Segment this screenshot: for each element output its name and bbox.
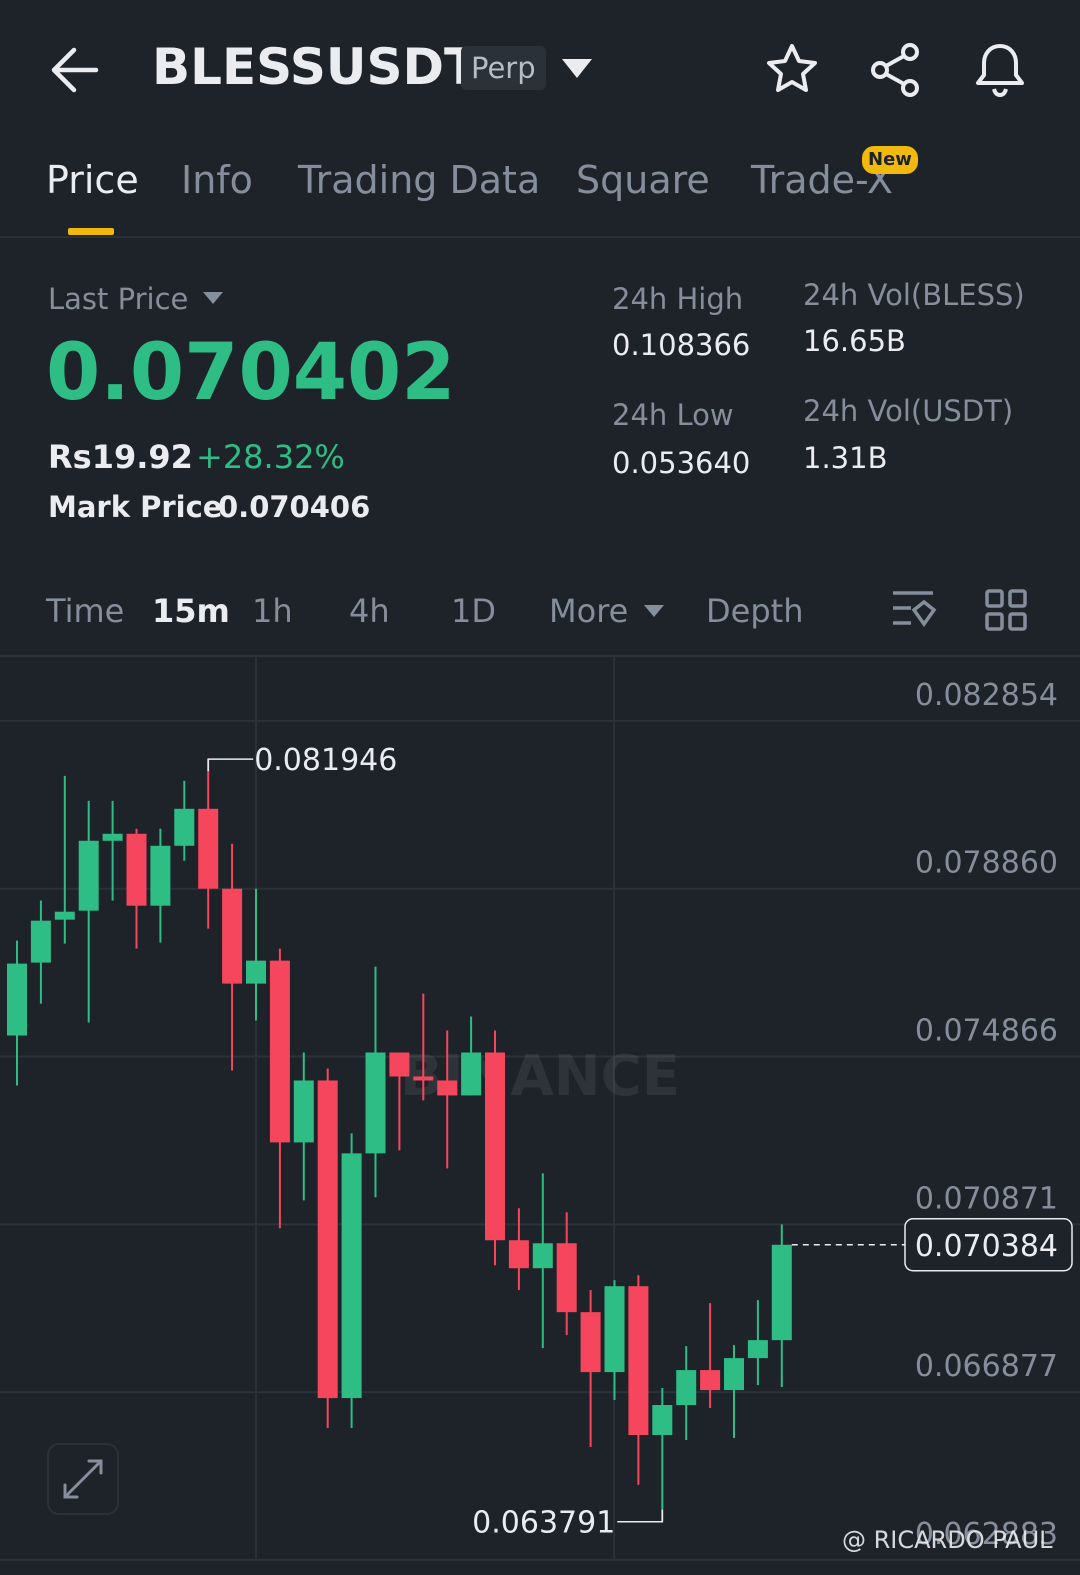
candle-body [341,1153,362,1399]
candle-body [102,833,123,841]
candle-body [293,1080,314,1143]
tab[interactable]: Square [576,158,710,202]
interval-option[interactable]: Time [46,592,125,630]
y-tick-label: 0.062883 [915,1517,1058,1552]
alert-icon[interactable] [972,40,1028,98]
symbol[interactable]: BLESSUSDT [152,38,479,96]
y-tick-label: 0.078860 [915,846,1058,881]
candle-body [174,808,195,846]
candle-body [532,1243,553,1269]
interval-option[interactable]: 1D [451,592,496,630]
credit-watermark: @ RICARDO PAUL [842,1526,1053,1554]
candle-body [317,1080,338,1399]
more-option[interactable]: More [549,592,629,630]
high-marker-line [207,758,254,772]
expand-icon [63,1459,103,1499]
last-price: 0.070402 [46,328,456,418]
candle-body [700,1370,721,1391]
stat-label: 24h Vol(USDT) [803,394,1014,428]
candle-body [628,1286,649,1435]
y-tick-label: 0.070871 [915,1181,1058,1216]
divider [0,655,1080,657]
last-price-label[interactable]: Last Price [48,282,189,316]
candle-body [508,1240,529,1269]
last-price-dropdown[interactable] [202,290,224,306]
interval-option[interactable]: 1h [252,592,293,630]
more-dropdown[interactable] [643,603,665,619]
candle-body [78,840,99,911]
candle-body [556,1243,577,1313]
watermark: BINANCE [400,1044,680,1109]
stat-value: 16.65B [803,324,906,358]
divider [0,236,1080,238]
price-change: +28.32% [196,438,345,476]
candle-body [198,808,219,889]
stat-label: 24h Low [612,398,734,432]
candle-body [413,1076,434,1081]
candle-body [30,920,51,963]
tab-indicator [68,228,114,235]
symbol-dropdown[interactable] [560,56,594,82]
local-price: Rs19.92 [48,438,193,476]
candle-body [126,833,147,906]
candlestick-chart: BINANCE 0.082854 0.078860 0.074866 0.070871… [0,657,1080,1561]
last-price-box [904,1218,1073,1272]
back-button[interactable] [48,44,100,96]
candle-body [389,1052,410,1077]
candle-body [747,1340,768,1359]
candle-body [150,845,171,906]
new-badge: New [862,146,918,174]
high-marker-label: 0.081946 [254,743,397,778]
candle-body [724,1358,744,1391]
candle-body [437,1080,458,1096]
y-tick-label: 0.082854 [915,678,1058,713]
candle-body [269,960,290,1143]
y-tick-label: 0.074866 [915,1013,1058,1048]
candle-body [222,888,243,984]
stat-label: 24h High [612,282,744,316]
candle-body [54,911,75,920]
expand-button[interactable] [47,1443,119,1515]
candle-body [461,1052,482,1096]
candle-body [246,960,266,984]
candle-body [7,963,27,1036]
stat-label: 24h Vol(BLESS) [803,278,1025,312]
stat-value: 0.108366 [612,328,751,362]
low-marker-line [617,1509,664,1523]
candle-body [365,1052,386,1154]
favorite-icon[interactable] [764,42,820,98]
candle-body [604,1286,625,1373]
stat-value: 1.31B [803,441,888,475]
y-tick-label: 0.066877 [915,1349,1058,1384]
mark-price: 0.070406 [218,490,371,524]
interval-option[interactable]: 4h [349,592,390,630]
layout-icon[interactable] [984,588,1030,634]
candle-body [580,1312,601,1373]
tab[interactable]: Price [46,158,139,202]
indicator-icon[interactable] [890,588,938,632]
stat-value: 0.053640 [612,446,751,480]
last-price-label: 0.070384 [915,1229,1058,1264]
candle-body [485,1052,505,1241]
tab[interactable]: Trading Data [298,158,541,202]
low-marker-label: 0.063791 [472,1506,615,1541]
perp-badge: Perp [461,46,546,90]
candle-body [771,1244,792,1341]
depth-option[interactable]: Depth [706,592,804,630]
candle-body [676,1370,697,1406]
candle-body [652,1405,673,1435]
tab[interactable]: Info [181,158,253,202]
interval-option[interactable]: 15m [152,592,230,630]
share-icon[interactable] [868,42,924,98]
mark-price-label: Mark Price [48,490,223,524]
